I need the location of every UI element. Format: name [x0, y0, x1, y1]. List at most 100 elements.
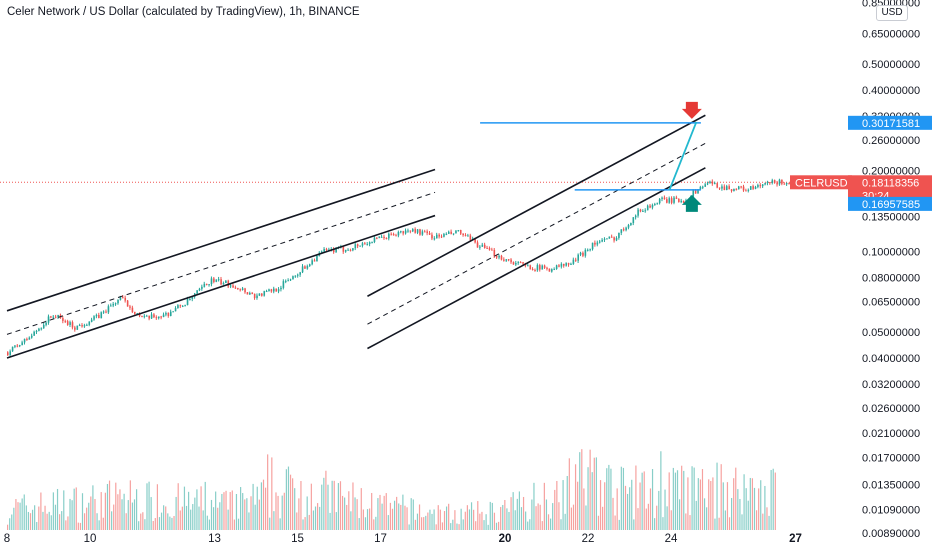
- volume-bar: [733, 478, 735, 530]
- y-tick-label: 0.20000000: [862, 166, 920, 178]
- volume-bar: [325, 470, 327, 530]
- volume-bar: [708, 479, 710, 530]
- volume-bar: [63, 490, 65, 530]
- candle: [606, 238, 608, 240]
- volume-bar: [593, 457, 595, 530]
- volume-bar: [38, 506, 40, 530]
- candle: [229, 285, 232, 287]
- candle: [673, 197, 675, 203]
- candle: [306, 266, 309, 269]
- volume-bar: [131, 502, 134, 530]
- volume-bar: [242, 493, 244, 530]
- candle: [191, 296, 194, 300]
- candle: [570, 263, 572, 265]
- candle: [93, 316, 95, 320]
- volume-bar: [589, 449, 591, 530]
- volume-bar: [633, 519, 635, 530]
- volume-bar: [764, 485, 766, 530]
- volume-bar: [668, 472, 670, 530]
- volume-bar: [389, 502, 392, 530]
- volume-bar: [566, 475, 568, 530]
- candle: [510, 259, 512, 263]
- volume-bar: [758, 488, 760, 530]
- candle: [500, 255, 503, 260]
- candle: [9, 351, 11, 356]
- candle: [450, 231, 452, 234]
- volume-bar: [310, 483, 312, 530]
- left-channel-upper: [6, 168, 436, 312]
- volume-bar: [693, 467, 695, 530]
- volume-bar: [163, 505, 165, 530]
- volume-bar: [119, 489, 121, 530]
- volume-bar: [774, 472, 776, 530]
- volume-bar: [277, 495, 279, 530]
- volume-bar: [59, 514, 61, 530]
- candle: [323, 248, 325, 252]
- volume-bar: [19, 502, 21, 530]
- volume-bar: [50, 515, 52, 530]
- candle: [246, 292, 249, 295]
- target-price-label-bg: [848, 115, 932, 130]
- volume-bar: [269, 517, 271, 530]
- candle: [745, 190, 747, 192]
- volume-bar: [329, 512, 331, 530]
- candle: [634, 215, 637, 218]
- volume-bar: [319, 506, 321, 530]
- candle: [83, 325, 86, 327]
- candle: [670, 198, 673, 203]
- volume-bar: [23, 494, 25, 530]
- candle: [277, 289, 280, 292]
- volume-bar: [379, 494, 381, 530]
- volume-bar: [346, 504, 348, 530]
- volume-bar: [654, 518, 656, 530]
- candle: [270, 289, 273, 292]
- candle: [392, 234, 395, 236]
- candle: [342, 246, 345, 252]
- candle: [476, 242, 479, 248]
- volume-bar: [458, 524, 460, 530]
- candle: [88, 321, 91, 325]
- candle: [244, 288, 246, 293]
- volume-bar: [179, 510, 181, 530]
- volume-bar: [454, 510, 456, 530]
- x-tick-label: 8: [4, 533, 10, 545]
- volume-bar: [577, 481, 579, 530]
- volume-bar: [599, 480, 602, 530]
- volume-bar: [138, 521, 140, 530]
- candle: [18, 345, 21, 347]
- x-tick-label: 22: [582, 533, 595, 545]
- candle: [553, 269, 556, 271]
- currency-button[interactable]: USD: [876, 5, 908, 21]
- candle: [527, 265, 529, 267]
- candle: [74, 327, 76, 330]
- volume-bar: [616, 488, 618, 530]
- volume-bar: [614, 515, 616, 530]
- candle: [105, 311, 107, 313]
- volume-bar: [54, 504, 57, 530]
- volume-bar: [716, 462, 718, 530]
- volume-bar: [664, 489, 666, 530]
- volume-bar: [206, 515, 208, 530]
- candle: [378, 236, 381, 238]
- candle: [296, 274, 299, 276]
- candle: [76, 325, 79, 330]
- volume-bar: [574, 464, 577, 530]
- volume-bar: [65, 520, 67, 530]
- candle: [215, 279, 218, 282]
- volume-bar: [321, 484, 323, 530]
- candle: [642, 210, 644, 212]
- volume-bar: [331, 480, 333, 530]
- candle: [86, 324, 88, 326]
- candle: [404, 230, 407, 234]
- candle: [457, 229, 460, 231]
- volume-bar: [450, 523, 452, 530]
- volume-bar: [192, 504, 194, 530]
- volume-bar: [358, 518, 360, 530]
- candle: [551, 269, 553, 272]
- candle: [637, 209, 639, 216]
- volume-bar: [620, 466, 622, 530]
- right-channel-lower: [367, 167, 706, 350]
- candle: [752, 186, 754, 189]
- candle: [320, 251, 323, 253]
